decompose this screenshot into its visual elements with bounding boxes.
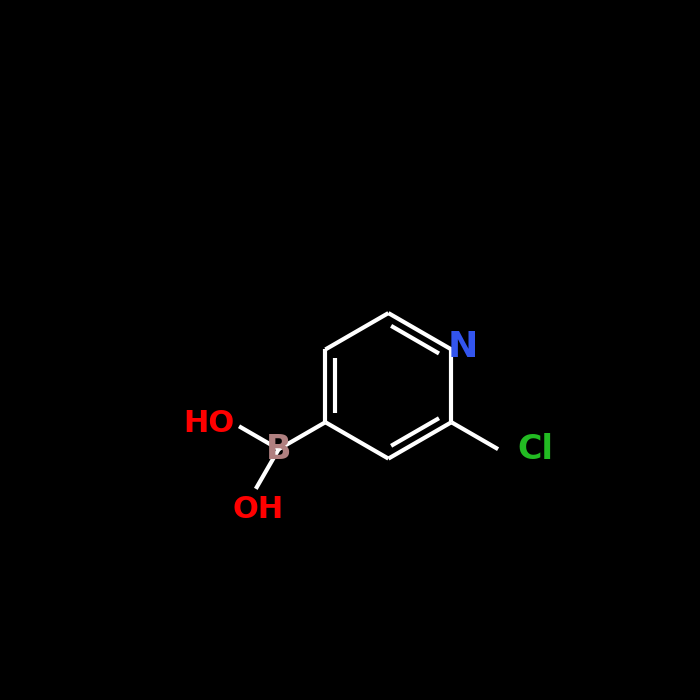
Text: OH: OH <box>233 496 284 524</box>
Text: B: B <box>266 433 291 466</box>
Text: HO: HO <box>183 409 234 438</box>
Text: Cl: Cl <box>517 433 553 466</box>
Text: N: N <box>448 330 479 364</box>
